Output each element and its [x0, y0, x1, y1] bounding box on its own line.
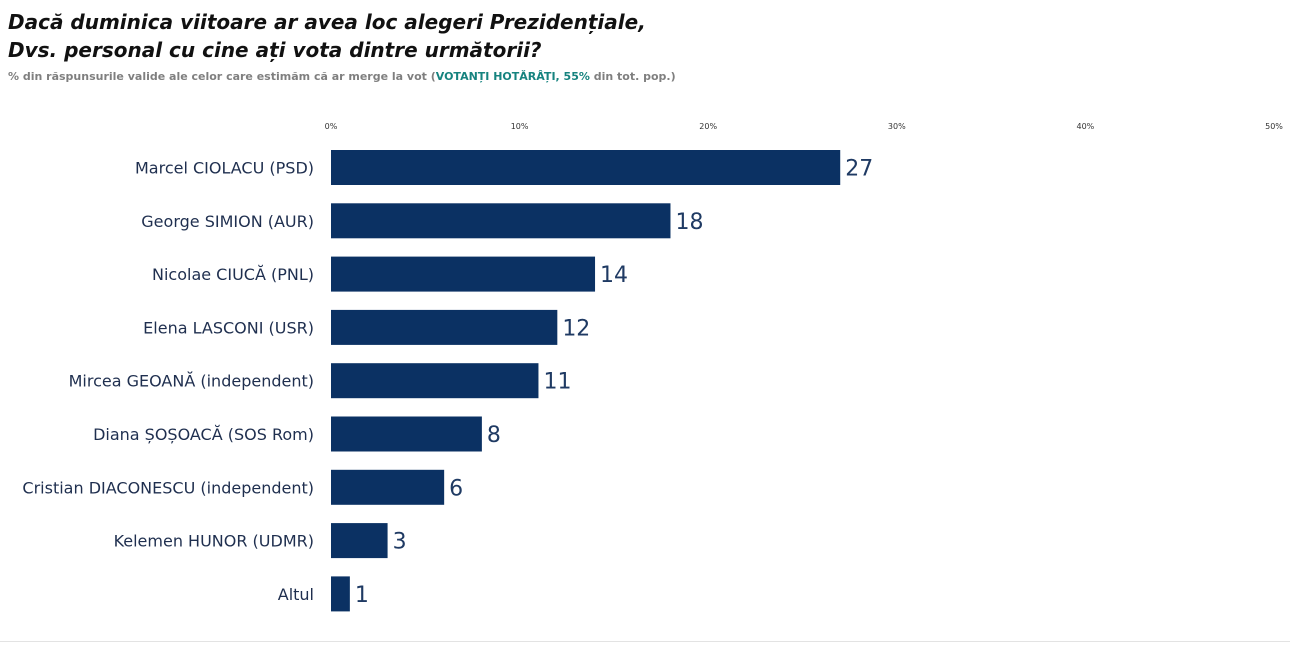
- data-label: 8: [487, 423, 501, 448]
- category-label: Mircea GEOANĂ (independent): [69, 372, 314, 391]
- bar: [331, 150, 841, 185]
- data-label: 14: [600, 263, 628, 288]
- category-label: Cristian DIACONESCU (independent): [22, 478, 314, 497]
- category-label: Marcel CIOLACU (PSD): [135, 159, 314, 178]
- x-tick-label: 20%: [699, 122, 717, 131]
- category-label: Kelemen HUNOR (UDMR): [114, 532, 314, 551]
- title-line-1: Dacă duminica viitoare ar avea loc alege…: [8, 10, 646, 34]
- data-label: 6: [449, 476, 463, 501]
- subtitle-highlight: VOTANȚI HOTĂRÂȚI, 55%: [435, 70, 590, 83]
- title-line-2: Dvs. personal cu cine ați vota dintre ur…: [8, 38, 542, 62]
- x-tick-label: 40%: [1077, 122, 1095, 131]
- category-label: George SIMION (AUR): [141, 212, 314, 231]
- subtitle-suffix: din tot. pop.): [589, 70, 676, 83]
- data-label: 3: [393, 530, 407, 555]
- bar: [331, 576, 350, 612]
- chart-title: Dacă duminica viitoare ar avea loc alege…: [8, 8, 646, 64]
- chart-subtitle: % din răspunsurile valide ale celor care…: [8, 70, 676, 83]
- x-tick-label: 50%: [1265, 122, 1283, 131]
- data-label: 27: [845, 157, 873, 182]
- category-label: Elena LASCONI (USR): [143, 318, 314, 337]
- data-label: 1: [355, 583, 369, 608]
- bottom-divider: [0, 641, 1290, 642]
- bar: [331, 309, 558, 345]
- bar: [331, 256, 596, 292]
- subtitle-text: % din răspunsurile valide ale celor care…: [8, 70, 436, 83]
- data-label: 12: [562, 316, 590, 341]
- bar: [331, 416, 482, 452]
- bar: [331, 469, 445, 505]
- bar: [331, 203, 671, 239]
- x-tick-label: 10%: [511, 122, 529, 131]
- x-tick-label: 0%: [325, 122, 338, 131]
- x-tick-label: 30%: [888, 122, 906, 131]
- data-label: 18: [675, 210, 703, 235]
- data-label: 11: [543, 370, 571, 395]
- category-label: Diana ȘOȘOACĂ (SOS Rom): [93, 425, 314, 444]
- bar: [331, 523, 388, 559]
- category-label: Nicolae CIUCĂ (PNL): [152, 265, 314, 284]
- bar: [331, 363, 539, 399]
- category-label: Altul: [278, 585, 314, 604]
